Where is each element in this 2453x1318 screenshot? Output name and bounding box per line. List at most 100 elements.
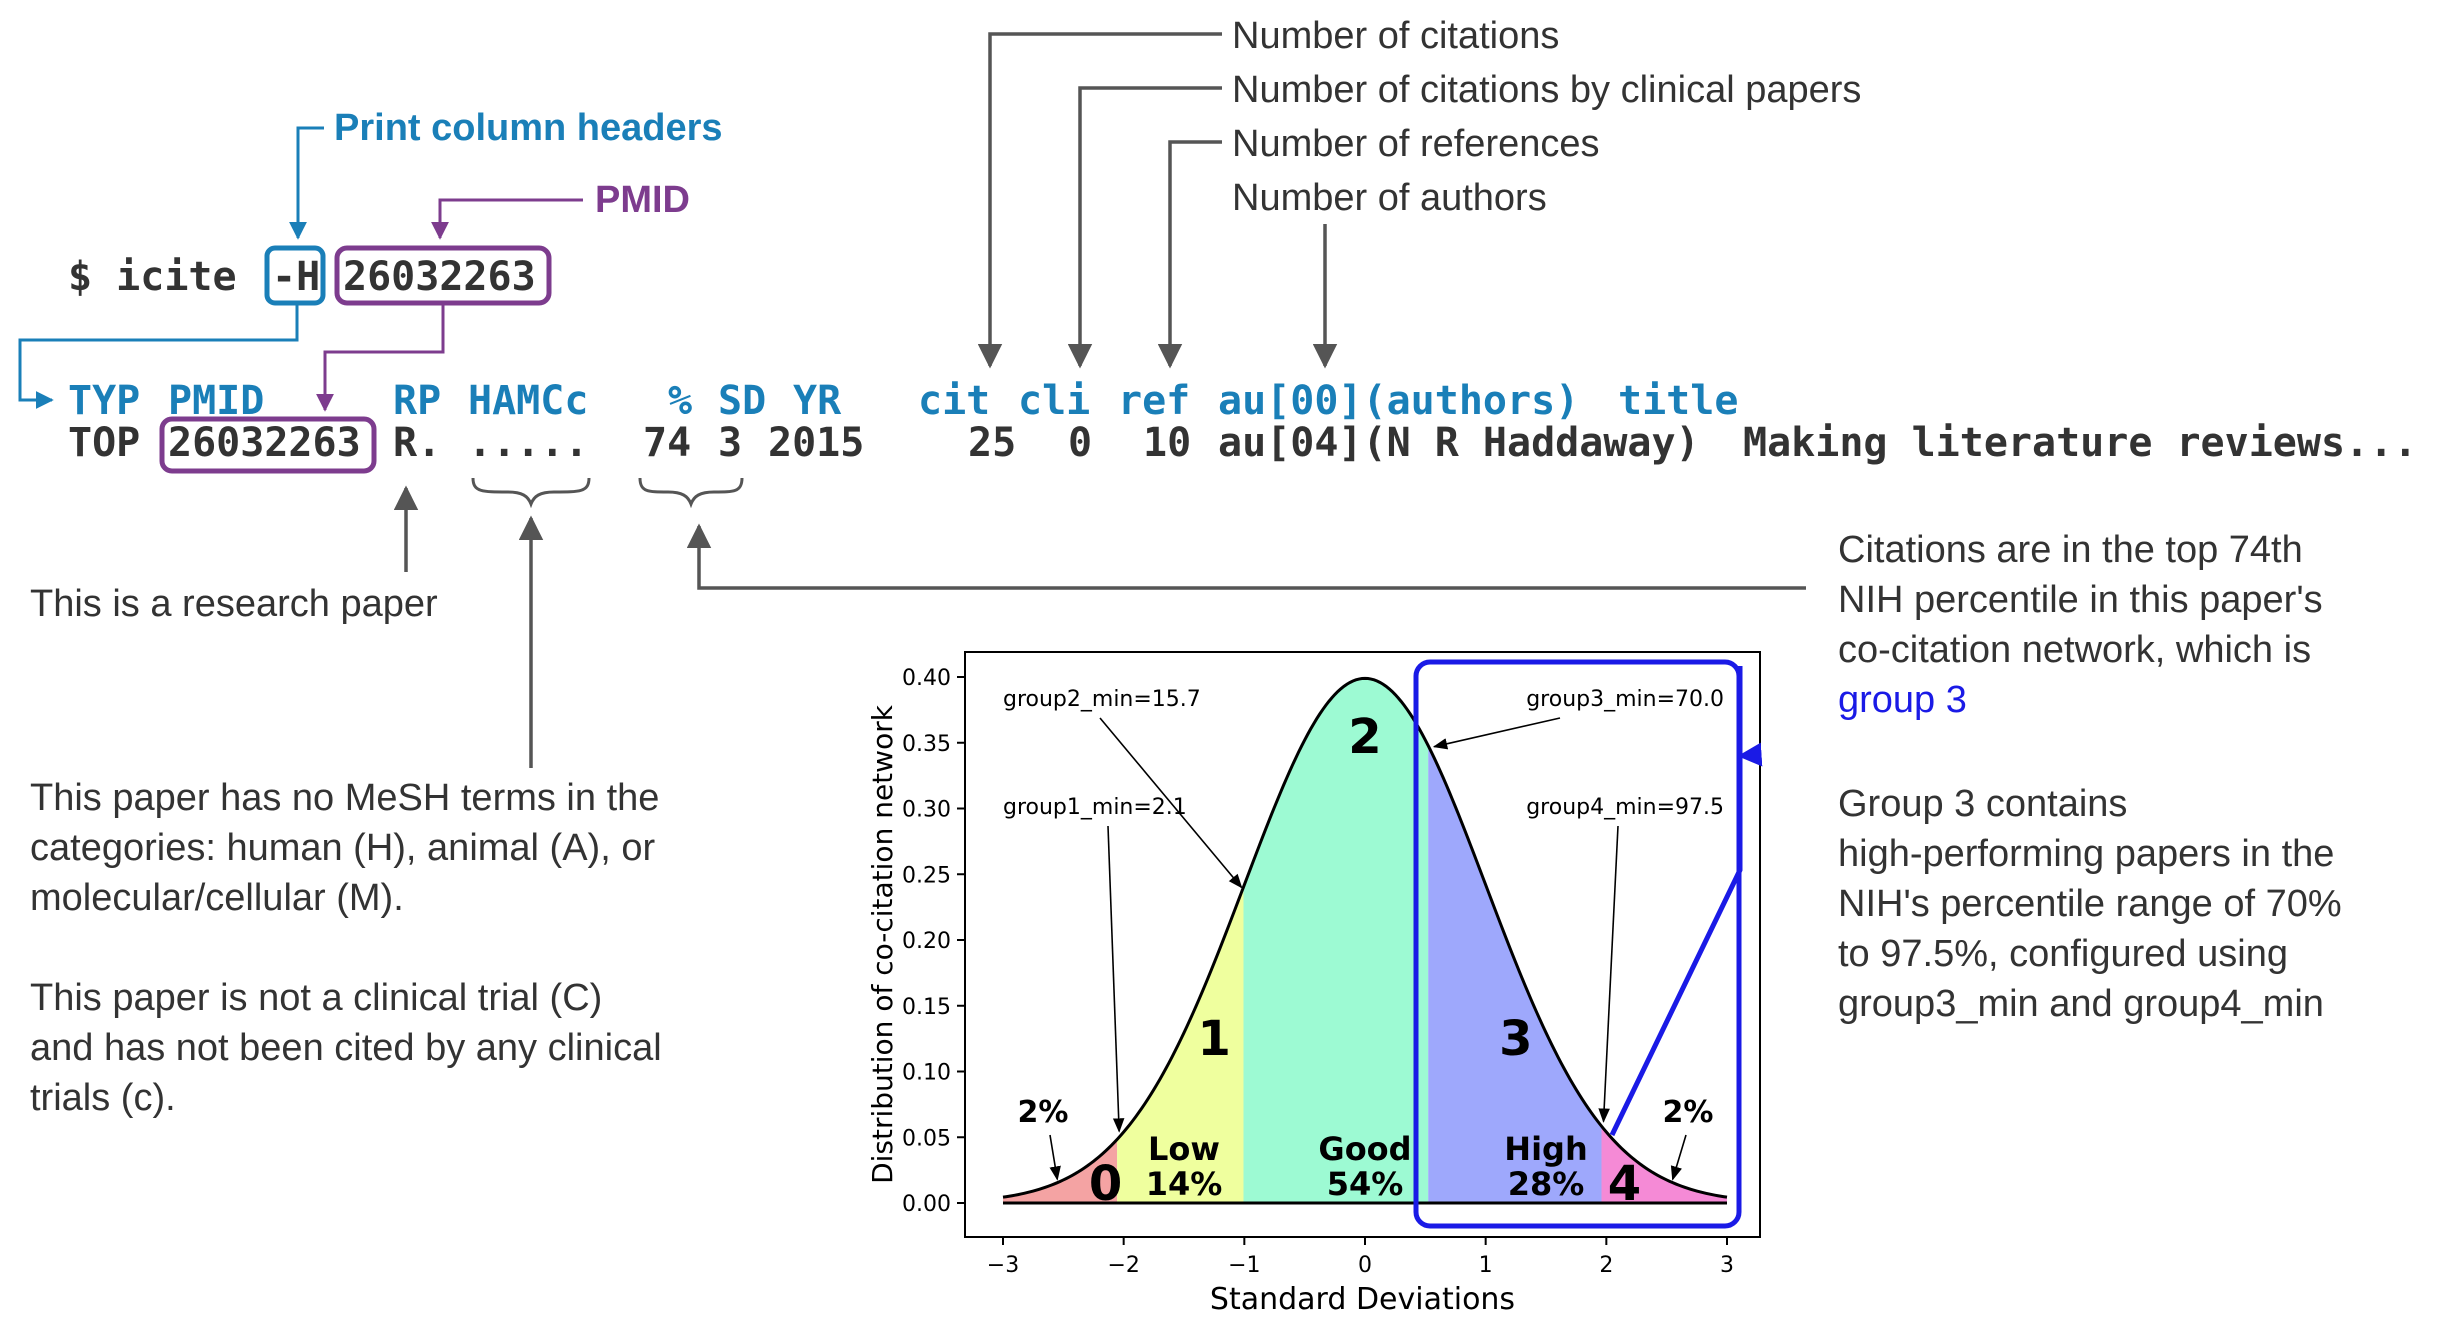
group-min-annotation: group3_min=70.0: [1526, 687, 1724, 712]
y-tick-label: 0.00: [902, 1192, 951, 1217]
clinical-line: trials (c).: [30, 1077, 176, 1119]
region-group-2: [1243, 678, 1429, 1203]
hamcc-brace: [471, 477, 591, 509]
command-line: $ icite -H 26032263: [68, 245, 552, 306]
x-tick-label: 3: [1720, 1253, 1734, 1278]
percentile-arrow: [686, 523, 1806, 590]
tail-percent-label: 2%: [1663, 1095, 1714, 1130]
y-axis-label: Distribution of co-citation network: [866, 704, 899, 1184]
pmid-label-arrow: [431, 198, 583, 240]
command-pmid: 26032263: [343, 254, 536, 300]
row-cell: au[04](N R Haddaway): [1218, 420, 1700, 466]
region-group-3: [1428, 745, 1602, 1203]
y-tick-label: 0.40: [902, 666, 951, 691]
command-prompt: $ icite: [68, 254, 237, 300]
annotation-arrow: [1670, 1134, 1687, 1181]
group-number-label: 4: [1608, 1156, 1641, 1212]
header-cell: HAMCc: [468, 378, 588, 424]
group-min-annotation: group2_min=15.7: [1003, 687, 1201, 712]
row-cell: 26032263: [168, 420, 361, 466]
mesh-line: This paper has no MeSH terms in the: [30, 777, 659, 819]
y-tick-label: 0.10: [902, 1061, 951, 1086]
mesh-line: categories: human (H), animal (A), or: [30, 827, 655, 869]
group3-line: group3_min and group4_min: [1838, 983, 2324, 1025]
num-references-label: Number of references: [1232, 123, 1600, 165]
group-min-annotation: group1_min=2.1: [1003, 795, 1187, 820]
row-cell: .....: [468, 420, 588, 466]
y-tick-label: 0.25: [902, 863, 951, 888]
group-min-annotation: group4_min=97.5: [1526, 795, 1724, 820]
header-cell: title: [1618, 378, 1738, 424]
annotation-arrow: [1099, 717, 1243, 889]
region-group-0: [1003, 1139, 1118, 1203]
y-tick-label: 0.05: [902, 1126, 951, 1151]
x-axis-label: Standard Deviations: [1210, 1282, 1515, 1317]
header-row-arrow: [18, 305, 299, 409]
num-citations-label: Number of citations: [1232, 15, 1559, 57]
group3-callout-line: [1609, 666, 1743, 1137]
x-tick-label: −3: [987, 1253, 1019, 1278]
row-cell: 74: [643, 420, 691, 466]
header-cell: SD: [718, 378, 766, 424]
x-tick-label: −1: [1228, 1253, 1260, 1278]
group-number-label: 2: [1348, 709, 1381, 765]
percentile-line: co-citation network, which is: [1838, 629, 2311, 671]
flag-highlight-box: [264, 245, 326, 306]
row-cell: 25: [968, 420, 1016, 466]
band-name-label: Good: [1318, 1130, 1411, 1168]
band-name-label: High: [1504, 1130, 1587, 1168]
group-number-label: 1: [1197, 1011, 1230, 1067]
x-tick-label: 0: [1358, 1253, 1372, 1278]
pmid-highlight-box: [334, 245, 552, 306]
group-number-label: 0: [1089, 1156, 1122, 1212]
annotation-arrow: [1049, 1134, 1061, 1181]
clinical-line: This paper is not a clinical trial (C): [30, 977, 602, 1019]
print-headers-arrow: [289, 126, 324, 240]
ref-arrow: [1157, 140, 1222, 369]
percentile-line: Citations are in the top 74th: [1838, 529, 2303, 571]
group3-highlight-box: [1413, 659, 1742, 1229]
tail-percent-label: 2%: [1018, 1095, 1069, 1130]
x-tick-label: −2: [1107, 1253, 1139, 1278]
group3-line: to 97.5%, configured using: [1838, 933, 2288, 975]
annotation-arrow: [1598, 825, 1619, 1123]
row-cell: TOP: [68, 420, 140, 466]
percentile-group-text: group 3: [1838, 679, 1967, 721]
y-tick-label: 0.30: [902, 798, 951, 823]
header-cell: %: [668, 378, 692, 424]
pmid-label: PMID: [595, 179, 690, 221]
clinical-line: and has not been cited by any clinical: [30, 1027, 662, 1069]
header-cell: RP: [393, 378, 441, 424]
num-citations-clinical-label: Number of citations by clinical papers: [1232, 69, 1861, 111]
distribution-chart: −3 −2 −1 0 1 2 3 0.00 0.05 0.10 0.15 0.20 0.25 0.30 0.…: [866, 651, 1761, 1317]
print-headers-label: Print column headers: [334, 107, 723, 149]
cit-arrow: [977, 32, 1222, 369]
annotation-arrow: [1432, 717, 1561, 750]
row-cell: 3: [718, 420, 742, 466]
band-percent-label: 14%: [1146, 1165, 1223, 1203]
region-group-4: [1601, 1126, 1727, 1203]
output-header-row: TYP PMID RP HAMCc % SD YR cit cli ref au…: [68, 378, 1738, 424]
y-tick-label: 0.35: [902, 732, 951, 757]
percentile-line: NIH percentile in this paper's: [1838, 579, 2323, 621]
group3-line: high-performing papers in the: [1838, 833, 2334, 875]
header-cell: YR: [793, 378, 842, 424]
band-percent-label: 54%: [1327, 1165, 1404, 1203]
row-cell: Making literature reviews...: [1743, 420, 2417, 466]
research-paper-label: This is a research paper: [30, 583, 438, 625]
x-tick-label: 2: [1599, 1253, 1613, 1278]
header-cell: cli: [1018, 378, 1090, 424]
group3-line: NIH's percentile range of 70%: [1838, 883, 2342, 925]
header-cell: TYP: [68, 378, 140, 424]
header-cell: cit: [918, 378, 990, 424]
mesh-line: molecular/cellular (M).: [30, 877, 404, 919]
pmid-column-arrow: [316, 305, 445, 412]
region-group-1: [1117, 887, 1244, 1203]
row-cell: 2015: [768, 420, 864, 466]
num-authors-label: Number of authors: [1232, 177, 1547, 219]
group-number-label: 3: [1499, 1011, 1532, 1067]
y-tick-label: 0.20: [902, 929, 951, 954]
annotation-arrow: [1107, 825, 1125, 1133]
header-cell: PMID: [168, 378, 264, 424]
